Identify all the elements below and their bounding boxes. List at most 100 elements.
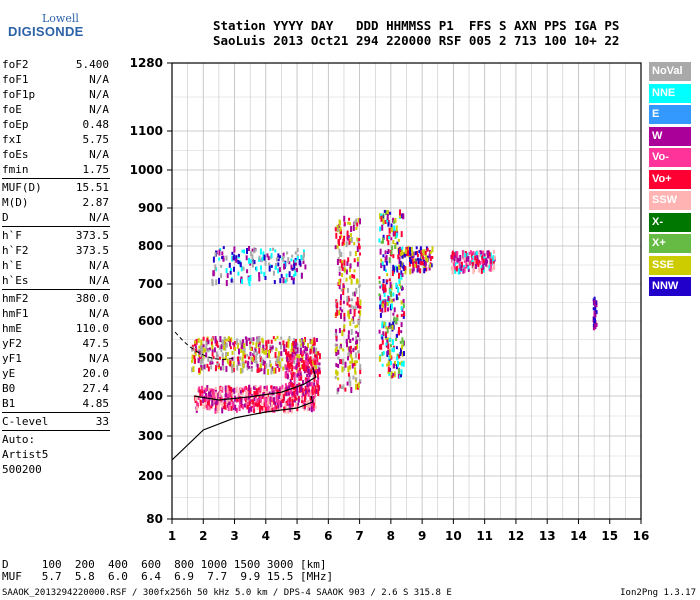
echo-point <box>359 368 362 375</box>
echo-point <box>477 263 480 268</box>
legend-item: Vo+ <box>649 169 691 189</box>
echo-point <box>386 235 389 242</box>
echo-point <box>226 273 229 279</box>
echo-point <box>595 322 598 327</box>
echo-point <box>392 363 395 369</box>
echo-point <box>202 354 205 358</box>
echo-point <box>295 363 298 367</box>
echo-point <box>379 312 382 318</box>
echo-point <box>208 347 211 351</box>
param-row: hmE 110.0 <box>2 321 111 336</box>
param-value: 380.0 <box>75 292 109 305</box>
echo-point <box>465 257 468 263</box>
echo-point <box>233 254 236 261</box>
echo-point <box>350 236 353 243</box>
echo-point <box>418 250 421 254</box>
param-value: 5.400 <box>75 58 109 71</box>
legend-item: NoVal <box>649 62 691 81</box>
echo-point <box>385 260 388 266</box>
echo-point <box>356 324 359 328</box>
echo-point <box>378 276 381 280</box>
echo-point <box>483 253 486 257</box>
echo-point <box>346 261 349 266</box>
echo-point <box>205 393 207 397</box>
echo-point <box>298 382 301 386</box>
echo-point <box>242 363 245 369</box>
echo-point <box>395 334 398 338</box>
echo-point <box>281 384 284 391</box>
param-value: 15.51 <box>75 181 109 194</box>
echo-point <box>237 253 240 257</box>
echo-point <box>221 339 224 346</box>
echo-point <box>285 348 287 355</box>
echo-point <box>392 230 395 237</box>
echo-point <box>399 285 402 289</box>
echo-point <box>493 249 496 254</box>
param-name: C-level <box>2 415 49 428</box>
echo-point <box>218 277 220 284</box>
echo-point <box>264 407 267 413</box>
echo-point <box>238 348 240 355</box>
echo-point <box>352 291 354 296</box>
echo-point <box>194 340 197 344</box>
echo-point <box>263 350 266 355</box>
echo-point <box>308 371 311 377</box>
echo-point <box>295 402 298 409</box>
echo-point <box>216 344 219 348</box>
echo-point <box>194 348 196 355</box>
echo-point <box>250 347 253 351</box>
echo-point <box>349 251 352 257</box>
echo-point <box>205 341 208 345</box>
echo-point <box>313 337 316 343</box>
echo-point <box>299 389 302 393</box>
echo-cluster <box>378 209 406 379</box>
echo-point <box>340 294 342 301</box>
echo-point <box>199 358 202 365</box>
echo-point <box>219 345 221 350</box>
echo-point <box>347 366 350 372</box>
echo-point <box>385 210 387 216</box>
echo-point <box>400 300 403 305</box>
echo-point <box>253 404 255 409</box>
echo-point <box>237 356 240 362</box>
echo-point <box>304 264 307 270</box>
echo-point <box>385 255 388 260</box>
echo-point <box>299 260 302 266</box>
echo-point <box>215 343 218 347</box>
echo-point <box>392 324 395 330</box>
echo-point <box>490 263 493 269</box>
echo-point <box>390 227 393 233</box>
x-tick-label: 15 <box>601 529 618 543</box>
echo-point <box>349 360 352 364</box>
echo-point <box>478 260 481 264</box>
echo-point <box>355 330 358 334</box>
echo-point <box>286 373 289 380</box>
echo-point <box>392 321 395 326</box>
echo-point <box>198 367 201 373</box>
echo-point <box>340 229 342 235</box>
echo-point <box>357 304 360 309</box>
echo-point <box>359 363 362 370</box>
echo-point <box>291 365 294 371</box>
echo-point <box>243 386 246 392</box>
echo-point <box>481 255 484 260</box>
echo-point <box>594 305 597 312</box>
echo-point <box>225 338 228 342</box>
echo-point <box>267 256 270 261</box>
echo-point <box>398 354 401 359</box>
echo-point <box>237 393 240 400</box>
echo-point <box>478 267 481 273</box>
echo-point <box>198 345 201 349</box>
echo-point <box>288 271 291 278</box>
echo-point <box>289 378 292 383</box>
param-value: 373.5 <box>75 244 109 257</box>
echo-point <box>382 218 385 225</box>
echo-point <box>387 360 390 366</box>
echo-point <box>317 365 320 369</box>
echo-point <box>221 251 224 256</box>
echo-point <box>313 354 316 358</box>
echo-point <box>241 368 244 374</box>
echo-point <box>386 301 389 306</box>
echo-point <box>306 361 309 366</box>
echo-point <box>465 262 468 269</box>
